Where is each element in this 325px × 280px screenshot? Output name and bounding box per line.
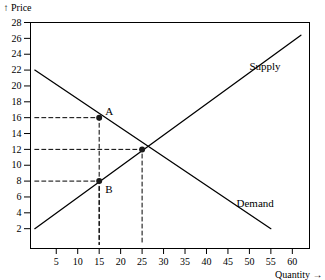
svg-text:26: 26 bbox=[12, 33, 22, 44]
svg-text:Quantity →: Quantity → bbox=[275, 269, 323, 280]
svg-text:↑ Price: ↑ Price bbox=[4, 2, 33, 13]
svg-text:20: 20 bbox=[12, 80, 22, 91]
svg-text:8: 8 bbox=[17, 175, 22, 186]
svg-text:35: 35 bbox=[180, 256, 190, 267]
svg-text:60: 60 bbox=[287, 256, 297, 267]
svg-text:2: 2 bbox=[17, 223, 22, 234]
svg-text:30: 30 bbox=[159, 256, 169, 267]
svg-text:20: 20 bbox=[116, 256, 126, 267]
svg-text:18: 18 bbox=[12, 96, 22, 107]
svg-text:28: 28 bbox=[12, 17, 22, 28]
svg-text:45: 45 bbox=[223, 256, 233, 267]
svg-text:24: 24 bbox=[12, 48, 22, 59]
svg-text:6: 6 bbox=[17, 191, 22, 202]
svg-text:16: 16 bbox=[12, 112, 22, 123]
svg-text:10: 10 bbox=[12, 159, 22, 170]
svg-text:50: 50 bbox=[244, 256, 254, 267]
svg-text:4: 4 bbox=[17, 207, 22, 218]
svg-text:15: 15 bbox=[94, 256, 104, 267]
svg-text:Demand: Demand bbox=[237, 197, 275, 209]
svg-text:55: 55 bbox=[266, 256, 276, 267]
svg-text:22: 22 bbox=[12, 64, 22, 75]
svg-text:14: 14 bbox=[12, 128, 22, 139]
svg-text:B: B bbox=[105, 183, 112, 195]
svg-text:12: 12 bbox=[12, 144, 22, 155]
svg-text:5: 5 bbox=[54, 256, 59, 267]
svg-text:10: 10 bbox=[73, 256, 83, 267]
svg-text:Supply: Supply bbox=[249, 60, 281, 72]
svg-text:A: A bbox=[105, 105, 113, 117]
svg-text:40: 40 bbox=[201, 256, 211, 267]
svg-text:25: 25 bbox=[137, 256, 147, 267]
